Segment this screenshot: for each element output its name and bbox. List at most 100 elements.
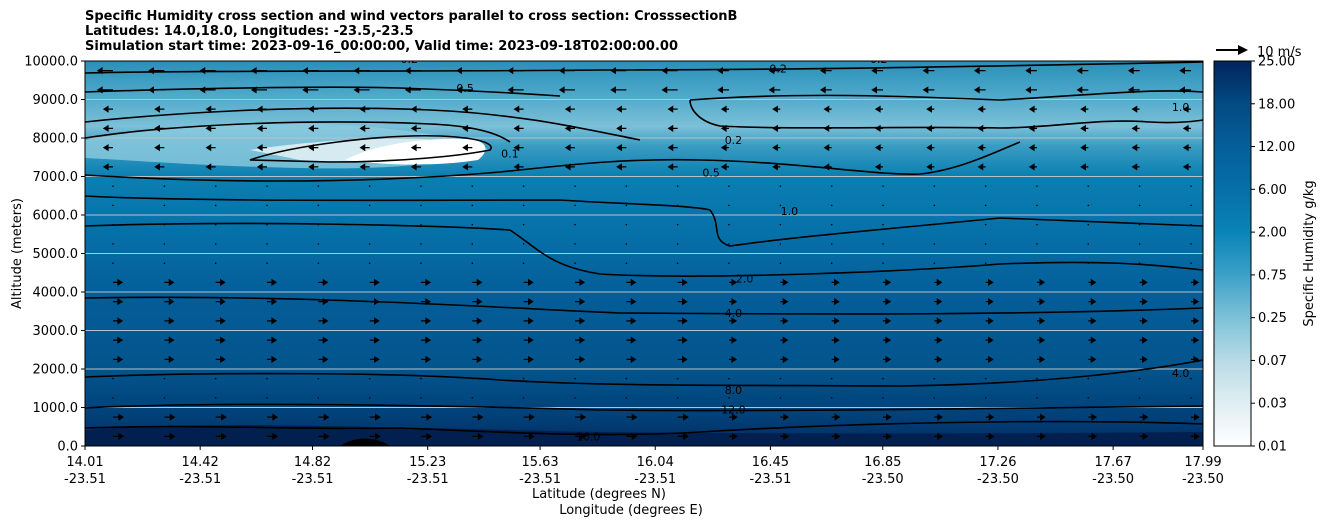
- wind-arrow: [871, 86, 883, 94]
- wind-arrow: [728, 262, 730, 264]
- wind-arrow: [676, 377, 679, 380]
- wind-arrow: [102, 105, 113, 113]
- wind-arrow: [831, 317, 840, 325]
- wind-arrow: [1138, 397, 1141, 399]
- wind-arrow: [113, 336, 124, 344]
- contour-line: [249, 134, 492, 163]
- wind-arrow: [626, 317, 637, 325]
- y-axis: 0.0 1000.0 2000.0 3000.0 4000.0 5000.0 6000.0 7…: [24, 55, 85, 455]
- wind-arrow: [728, 243, 730, 245]
- wind-arrow: [96, 67, 113, 75]
- wind-arrow: [625, 397, 628, 399]
- wind-arrow: [215, 278, 226, 286]
- x-tick-label-lon: -23.51: [292, 472, 334, 487]
- wind-arrow: [717, 67, 729, 75]
- wind-arrow: [977, 124, 986, 132]
- wind-arrow: [421, 355, 432, 363]
- wind-arrow: [977, 105, 986, 113]
- wind-arrow: [421, 317, 432, 325]
- wind-arrow: [420, 243, 422, 245]
- wind-arrow: [575, 432, 587, 440]
- wind-arrow: [830, 397, 833, 399]
- wind-arrow: [1088, 317, 1097, 325]
- chart-title-line-1: Specific Humidity cross section and wind…: [85, 9, 738, 24]
- x-tick-label-lat: 17.99: [1184, 455, 1221, 470]
- wind-arrow: [625, 243, 628, 245]
- wind-arrow: [984, 223, 987, 226]
- wind-arrow: [1087, 243, 1090, 245]
- wind-arrow: [462, 124, 473, 132]
- wind-arrow: [830, 223, 833, 226]
- wind-arrow: [420, 397, 422, 399]
- wind-arrow: [728, 185, 730, 187]
- wind-arrow: [513, 105, 524, 113]
- wind-arrow: [728, 377, 730, 380]
- wind-arrow: [318, 336, 329, 344]
- wind-arrow: [720, 163, 729, 171]
- wind-arrow: [420, 204, 422, 207]
- quiver-key-label: 10 m/s: [1257, 45, 1302, 60]
- y-tick-label: 2000.0: [33, 363, 79, 378]
- wind-arrow: [368, 397, 371, 399]
- contour-label: 16.0: [576, 430, 601, 443]
- wind-arrow: [523, 336, 534, 344]
- contour-label: 1.0: [1172, 101, 1190, 114]
- wind-arrow: [523, 355, 534, 363]
- contour-line: [85, 121, 511, 143]
- wind-arrow: [318, 298, 329, 306]
- wind-arrow: [308, 144, 319, 152]
- wind-arrow: [472, 355, 483, 363]
- wind-arrow: [574, 397, 576, 399]
- wind-arrow: [1080, 144, 1089, 152]
- wind-arrow: [1036, 185, 1038, 187]
- wind-arrow: [575, 413, 587, 421]
- wind-arrow: [1037, 298, 1046, 306]
- contour-label: 0.5: [456, 82, 474, 95]
- wind-arrow: [830, 204, 833, 207]
- wind-arrow: [933, 377, 936, 380]
- wind-arrow: [779, 397, 782, 399]
- wind-arrow: [353, 67, 370, 75]
- wind-arrow: [984, 185, 987, 187]
- wind-arrow: [368, 204, 371, 207]
- wind-arrow: [831, 413, 841, 421]
- wind-arrow: [934, 336, 943, 344]
- wind-arrow: [780, 336, 789, 344]
- wind-arrow: [266, 243, 268, 245]
- wind-arrow: [369, 432, 381, 440]
- wind-arrow: [728, 397, 730, 399]
- x-axis-label-longitude: Longitude (degrees E): [559, 503, 703, 518]
- x-tick-label-lat: 16.04: [637, 455, 674, 470]
- wind-arrow: [359, 144, 370, 152]
- wind-arrow: [421, 413, 433, 421]
- wind-arrow: [768, 67, 781, 75]
- wind-arrow: [779, 243, 782, 245]
- y-tick-label: 3000.0: [33, 324, 79, 339]
- wind-arrow: [1088, 413, 1098, 421]
- x-tick-label-lon: -23.50: [1092, 472, 1134, 487]
- wind-arrow: [984, 377, 987, 380]
- wind-arrow: [308, 163, 319, 171]
- wind-arrow: [676, 243, 679, 245]
- wind-arrow: [410, 124, 421, 132]
- wind-arrow: [1190, 262, 1192, 264]
- wind-arrow: [154, 144, 165, 152]
- wind-arrow: [1190, 243, 1192, 245]
- colorbar-tick-label: 0.03: [1258, 397, 1287, 412]
- wind-arrow: [625, 204, 628, 207]
- wind-arrow: [780, 413, 790, 421]
- wind-arrow: [882, 262, 884, 264]
- contour-label: 0.2: [870, 53, 888, 66]
- x-tick-label-lat: 14.01: [66, 455, 103, 470]
- wind-arrow: [215, 317, 226, 325]
- wind-arrow: [934, 317, 943, 325]
- wind-arrow: [768, 86, 781, 94]
- wind-arrow: [926, 144, 935, 152]
- contour-lines: [85, 61, 1203, 436]
- contour-label: 1.0: [781, 205, 799, 218]
- wind-arrow: [677, 413, 689, 421]
- wind-arrow: [574, 377, 576, 380]
- wind-arrow: [1182, 144, 1191, 152]
- wind-arrow: [420, 377, 422, 380]
